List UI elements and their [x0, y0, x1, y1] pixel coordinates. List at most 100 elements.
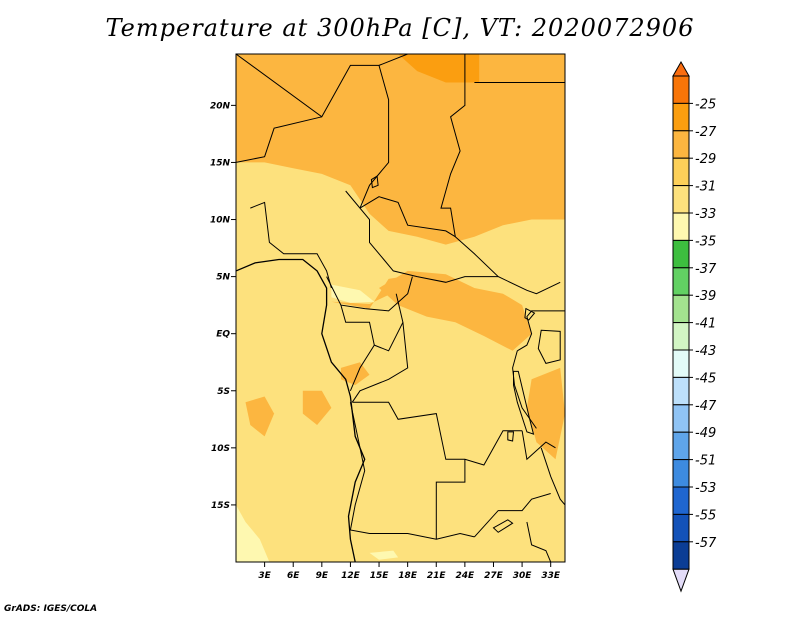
colorbar-segment: [672, 404, 690, 433]
latitude-tick-label: 5N: [216, 273, 230, 283]
colorbar-label: -41: [695, 317, 716, 332]
latitude-tick-label: 10S: [211, 444, 230, 454]
temperature-region: [236, 504, 270, 562]
lakes: [370, 175, 561, 533]
longitude-tick-label: 15E: [370, 571, 390, 581]
longitude-tick-label: 30E: [513, 571, 533, 581]
colorbar-label: -27: [695, 125, 717, 140]
colorbar-bottom-arrow: [672, 568, 690, 593]
country-border: [352, 401, 523, 466]
country-border: [526, 521, 552, 562]
latitude-tick-label: 15N: [210, 158, 231, 168]
longitude-tick-label: 9E: [316, 571, 329, 581]
colorbar-segment: [672, 102, 690, 132]
country-border: [326, 276, 413, 312]
colorbar-segment: [672, 459, 690, 488]
country-border: [250, 201, 332, 289]
colorbar-label: -53: [695, 481, 716, 496]
colorbar-label: -49: [695, 426, 716, 441]
temperature-region: [302, 390, 332, 425]
latitude-tick-label: 15S: [211, 501, 230, 511]
map-area: [236, 54, 565, 562]
longitude-tick-label: 21E: [427, 571, 447, 581]
temperature-region: [340, 362, 370, 386]
colorbar-segment: [672, 212, 690, 241]
colorbar-segment: [672, 267, 690, 296]
latitude-tick-label: 5S: [217, 387, 230, 397]
country-borders: [236, 54, 565, 562]
temperature-region: [379, 270, 532, 351]
country-border: [345, 190, 499, 283]
colorbar-top-arrow: [672, 60, 690, 77]
colorbar-segment: [672, 431, 690, 461]
country-border: [359, 65, 390, 209]
colorbar-label: -37: [695, 262, 717, 277]
colorbar-segment: [672, 349, 690, 378]
map-title: Temperature at 300hPa [C], VT: 202007290…: [105, 14, 695, 42]
country-border: [474, 493, 551, 538]
country-border: [374, 293, 404, 352]
temperature-region: [245, 396, 275, 437]
country-border: [440, 54, 561, 295]
colorbar-label: -31: [695, 180, 716, 195]
colorbar-segment: [672, 239, 690, 269]
colorbar-label: -43: [695, 344, 716, 359]
country-border: [521, 430, 556, 461]
longitude-axis: 3E 6E 9E 12E 15E 18E 21E 24E 27E 30E 33E: [258, 562, 561, 581]
colorbar-label: -33: [695, 207, 716, 222]
colorbar-segment: [672, 185, 690, 214]
lake-mweru: [507, 431, 515, 442]
country-border: [351, 322, 409, 403]
temperature-region: [369, 550, 399, 560]
latitude-axis: 20N 15N 10N 5N EQ 5S 10S 15S: [210, 101, 236, 511]
grads-credit: GrADS: IGES/COLA: [4, 604, 98, 614]
colorbar: -25 -27 -29 -31 -33 -35 -37 -39 -41 -43 -45 -47 -49 -…: [672, 60, 717, 593]
country-border: [340, 304, 375, 391]
colorbar-label: -39: [695, 289, 716, 304]
latitude-tick-label: EQ: [216, 330, 230, 340]
colorbar-label: -45: [695, 371, 716, 386]
longitude-tick-label: 3E: [258, 571, 271, 581]
colorbar-label: -35: [695, 234, 716, 249]
country-border: [359, 196, 456, 238]
coastline: [236, 258, 366, 562]
colorbar-label: -57: [695, 536, 717, 551]
longitude-tick-label: 12E: [341, 571, 361, 581]
colorbar-segment: [672, 294, 690, 324]
longitude-tick-label: 33E: [541, 571, 561, 581]
colorbar-label: -47: [695, 399, 717, 414]
country-border: [236, 116, 322, 163]
colorbar-label: -51: [695, 454, 716, 469]
colorbar-segment: [672, 75, 690, 104]
lake-victoria: [537, 329, 561, 364]
longitude-tick-label: 18E: [398, 571, 418, 581]
longitude-tick-label: 6E: [287, 571, 300, 581]
lake-tanganyika: [513, 370, 535, 435]
latitude-tick-label: 10N: [210, 216, 231, 226]
lake-chad: [370, 175, 379, 189]
temperature-region: [236, 54, 565, 245]
temperature-shading: [236, 54, 565, 562]
colorbar-segment: [672, 157, 690, 187]
latitude-tick-label: 20N: [210, 101, 231, 111]
longitude-tick-label: 24E: [456, 571, 476, 581]
colorbar-segment: [672, 513, 690, 543]
temperature-region: [331, 284, 375, 303]
colorbar-segment: [672, 541, 690, 570]
colorbar-label: -25: [695, 97, 716, 112]
country-border: [540, 447, 565, 506]
country-border: [517, 310, 565, 352]
colorbar-segment: [672, 322, 690, 351]
lake-albert: [524, 307, 536, 321]
colorbar-segment: [672, 486, 690, 515]
temperature-region: [526, 367, 565, 460]
country-border: [435, 459, 466, 540]
colorbar-label: -29: [695, 152, 716, 167]
country-border: [236, 54, 408, 118]
map-frame: [235, 53, 566, 563]
lake-kariba: [492, 519, 514, 533]
country-border: [512, 350, 537, 429]
country-border: [349, 402, 475, 540]
colorbar-segment: [672, 130, 690, 159]
